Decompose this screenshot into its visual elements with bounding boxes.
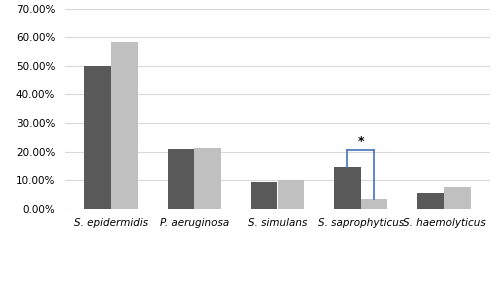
Bar xyxy=(361,199,388,209)
Bar xyxy=(194,148,221,209)
Bar xyxy=(278,180,304,209)
Text: *: * xyxy=(358,135,364,148)
Bar xyxy=(418,193,444,209)
Bar xyxy=(334,167,361,209)
Bar xyxy=(111,42,138,209)
Bar xyxy=(168,149,194,209)
Legend: 2009-2010, 2011-2013: 2009-2010, 2011-2013 xyxy=(192,288,362,290)
Bar xyxy=(444,187,470,209)
Bar xyxy=(251,182,278,209)
Bar xyxy=(84,66,111,209)
